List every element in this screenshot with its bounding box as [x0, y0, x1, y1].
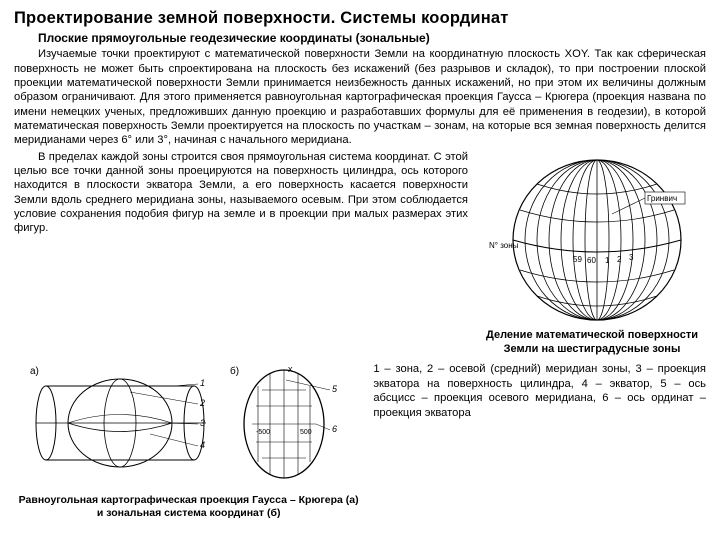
page-title: Проектирование земной поверхности. Систе…	[14, 8, 706, 29]
label-500m: -500	[256, 429, 270, 436]
label-p6: 6	[332, 424, 337, 434]
label-nzones: N° зоны	[489, 241, 519, 250]
label-b: б)	[230, 365, 239, 377]
projection-diagram: а) 1 2 3 4 б)	[24, 362, 354, 488]
label-x: x	[288, 364, 293, 374]
paragraph-1: Изучаемые точки проектируют с математиче…	[14, 47, 706, 147]
caption-globe: Деление математической поверхности Земли…	[478, 328, 706, 356]
paragraph-2: В пределах каждой зоны строится своя пря…	[14, 150, 468, 236]
label-60: 60	[587, 256, 596, 265]
caption-projection: Равноугольная картографическая проекция …	[14, 494, 363, 520]
label-p1: 1	[200, 378, 205, 388]
label-p4: 4	[200, 440, 205, 450]
label-1: 1	[605, 256, 610, 265]
row-text-globe: В пределах каждой зоны строится своя пря…	[14, 150, 706, 356]
row-projection-legend: а) 1 2 3 4 б)	[14, 362, 706, 521]
label-500p: 500	[300, 429, 312, 436]
label-greenwich: Гринвич	[647, 194, 677, 203]
label-3: 3	[629, 253, 634, 262]
label-a: а)	[30, 366, 39, 377]
label-59: 59	[573, 255, 582, 264]
legend-text: 1 – зона, 2 – осевой (средний) меридиан …	[373, 362, 706, 421]
label-p5: 5	[332, 384, 338, 394]
label-p3: 3	[200, 418, 205, 428]
label-p2: 2	[199, 398, 205, 408]
subtitle: Плоские прямоугольные геодезические коор…	[14, 31, 706, 46]
label-2: 2	[617, 255, 622, 264]
globe-diagram: Гринвич N° зоны 59 60 1 2 3	[487, 156, 697, 324]
